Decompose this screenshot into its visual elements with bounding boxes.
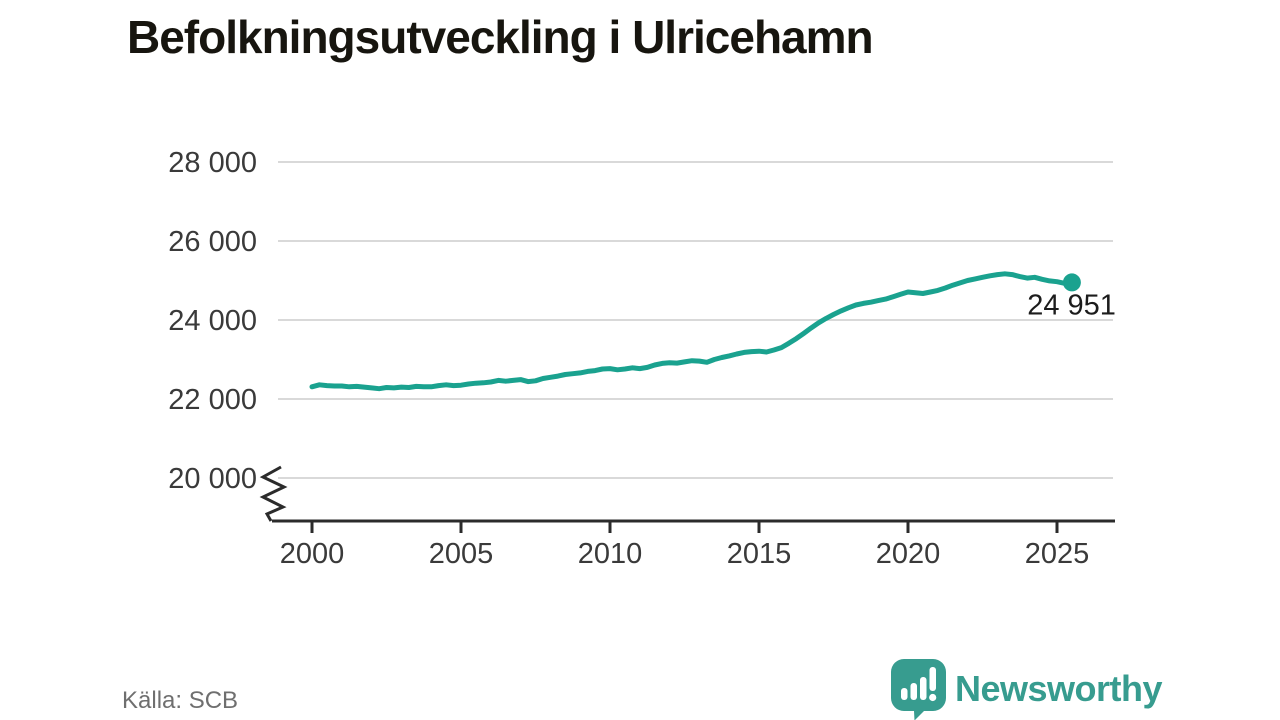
newsworthy-logo-icon [890, 659, 946, 720]
chart-title: Befolkningsutveckling i Ulricehamn [127, 11, 874, 63]
end-point-marker [1062, 273, 1081, 292]
population-line [309, 271, 1075, 392]
y-tick-label: 24 000 [168, 305, 257, 337]
y-tick-label: 28 000 [168, 147, 257, 179]
bar-3 [919, 677, 927, 700]
x-tick-label: 2000 [280, 538, 345, 570]
x-tick-label: 2005 [429, 538, 494, 570]
exclamation-bar [929, 667, 936, 691]
x-tick-label: 2020 [876, 538, 941, 570]
bar-2 [910, 683, 917, 700]
y-tick-label: 26 000 [168, 226, 257, 258]
source-label: Källa: SCB [122, 687, 239, 714]
bar-1 [900, 688, 908, 700]
speech-bubble-shape [890, 659, 946, 720]
newsworthy-logo: Newsworthy [890, 658, 1163, 720]
y-axis-break [259, 465, 288, 522]
x-tick-label: 2010 [578, 538, 643, 570]
brand-name: Newsworthy [954, 668, 1163, 709]
end-value-label: 24 951 [1027, 289, 1116, 321]
y-tick-label: 22 000 [168, 384, 257, 416]
y-tick-label: 20 000 [168, 463, 257, 495]
x-tick-label: 2025 [1025, 538, 1090, 570]
exclamation-dot [929, 693, 937, 702]
x-tick-label: 2015 [727, 538, 792, 570]
